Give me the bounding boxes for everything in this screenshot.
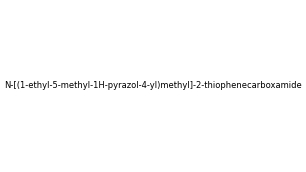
Text: N-[(1-ethyl-5-methyl-1H-pyrazol-4-yl)methyl]-2-thiophenecarboxamide: N-[(1-ethyl-5-methyl-1H-pyrazol-4-yl)met… bbox=[4, 82, 302, 90]
